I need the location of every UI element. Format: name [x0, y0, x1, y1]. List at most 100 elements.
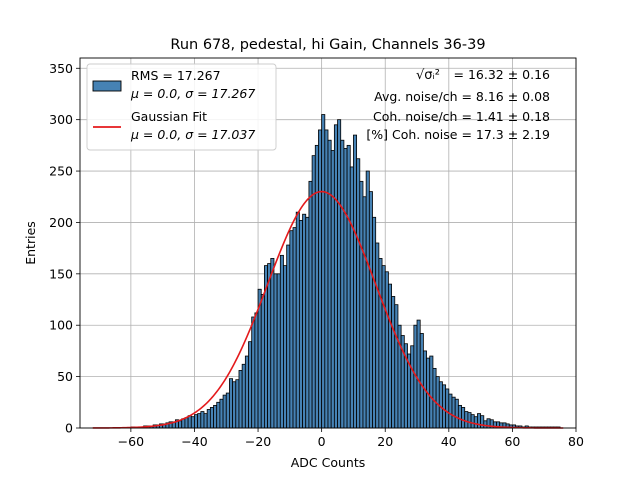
histogram-bar — [260, 293, 265, 429]
chart-title: Run 678, pedestal, hi Gain, Channels 36-… — [170, 37, 485, 53]
y-tick-label: 150 — [49, 266, 73, 281]
histogram-bar — [251, 316, 256, 429]
histogram-bar — [209, 407, 214, 429]
x-tick-label: −40 — [181, 434, 207, 449]
histogram-bar — [333, 124, 338, 429]
histogram-bar — [442, 384, 447, 429]
annotation-sigma-rhs: = 16.32 ± 0.16 — [454, 67, 551, 82]
histogram-bar — [314, 144, 319, 429]
y-tick-label: 350 — [49, 61, 73, 76]
histogram-bar — [283, 265, 288, 429]
histogram-bar — [216, 401, 221, 429]
histogram-bar — [394, 304, 399, 429]
histogram-bar — [324, 129, 329, 429]
y-tick-label: 0 — [65, 421, 73, 436]
histogram-bar — [461, 407, 466, 429]
legend-histogram-label: RMS = 17.267 — [131, 68, 221, 83]
histogram-bar — [346, 144, 351, 429]
histogram-bar — [429, 355, 434, 429]
legend-box — [86, 63, 277, 151]
histogram-bar — [194, 414, 199, 429]
histogram-bar — [244, 355, 249, 429]
histogram-bar — [451, 396, 456, 429]
histogram-bar — [337, 119, 342, 429]
histogram-bar — [375, 242, 380, 429]
y-axis-label: Entries — [23, 221, 38, 265]
histogram-bar — [276, 273, 281, 429]
histogram-bar — [467, 412, 472, 429]
histogram-bar — [372, 216, 377, 429]
histogram-bar — [289, 230, 294, 429]
histogram-bar — [365, 170, 370, 429]
annotation-coh-percent: [%] Coh. noise = 17.3 ± 2.19 — [366, 127, 550, 142]
histogram-bar — [473, 416, 478, 429]
histogram-bar — [410, 345, 415, 429]
histogram-bar — [362, 196, 367, 429]
histogram-bar — [273, 273, 278, 429]
histogram-bar — [391, 296, 396, 429]
x-tick-label: −20 — [245, 434, 271, 449]
x-tick-label: 80 — [568, 434, 584, 449]
histogram-bar — [378, 258, 383, 429]
annotation-coh-noise: Coh. noise/ch = 1.41 ± 0.18 — [373, 109, 550, 124]
histogram-bar — [308, 180, 313, 429]
histogram-bar — [311, 155, 316, 429]
x-axis-ticks: −60 −40 −20 0 20 40 60 80 — [118, 428, 584, 449]
legend-fit-stats: μ = 0.0, σ = 17.037 — [130, 127, 255, 142]
histogram-bar — [222, 394, 227, 429]
y-tick-label: 200 — [49, 215, 73, 230]
histogram-bar — [292, 227, 297, 429]
histogram-bar — [340, 139, 345, 429]
histogram-bar — [225, 392, 230, 429]
histogram-bar — [232, 381, 237, 429]
histogram-bar — [416, 319, 421, 429]
histogram-bar — [454, 398, 459, 429]
histogram-bar — [206, 409, 211, 429]
y-axis-ticks: 0 50 100 150 200 250 300 350 — [49, 61, 80, 436]
histogram-bar — [305, 216, 310, 429]
histogram-bar — [203, 413, 208, 429]
histogram-bar — [187, 415, 192, 429]
histogram-bar — [384, 271, 389, 429]
histogram-bar — [254, 312, 259, 429]
histogram-bar — [241, 363, 246, 429]
histogram-bar — [353, 134, 358, 429]
histogram-bar — [298, 219, 303, 429]
histogram-bar — [432, 367, 437, 429]
histogram-bar — [229, 378, 234, 429]
histogram-bar — [470, 414, 475, 429]
x-tick-label: 60 — [504, 434, 520, 449]
histogram-bar — [321, 114, 326, 429]
histogram-bar — [238, 370, 243, 429]
legend-fit-label: Gaussian Fit — [131, 109, 207, 124]
x-axis-label: ADC Counts — [291, 455, 366, 470]
annotation-sigma-lhs: √σᵢ² — [416, 68, 440, 83]
plot-frame — [79, 57, 577, 429]
x-tick-label: 20 — [377, 434, 393, 449]
legend: RMS = 17.267 μ = 0.0, σ = 17.267 Gaussia… — [86, 63, 277, 151]
histogram-bar — [178, 420, 183, 429]
histogram-bar — [327, 139, 332, 429]
histogram-bar — [279, 254, 284, 429]
x-tick-label: 40 — [441, 434, 457, 449]
histogram-bar — [349, 166, 354, 429]
x-tick-label: 0 — [318, 434, 326, 449]
histogram-bar — [368, 191, 373, 429]
histogram-bar — [235, 379, 240, 429]
x-tick-label: −60 — [118, 434, 144, 449]
legend-histogram-swatch — [92, 80, 122, 92]
noise-annotations: √σᵢ² = 16.32 ± 0.16 Avg. noise/ch = 8.16… — [366, 67, 550, 142]
histogram-bar — [318, 129, 323, 429]
histogram-bar — [464, 411, 469, 429]
histogram-bar — [388, 283, 392, 429]
histogram-bar — [480, 415, 485, 429]
histogram-bar — [381, 265, 386, 429]
histogram-bar — [419, 333, 424, 429]
y-tick-label: 100 — [49, 318, 73, 333]
y-tick-label: 250 — [49, 164, 73, 179]
histogram-bar — [343, 148, 348, 429]
histogram-bar — [483, 420, 488, 429]
histogram-bar — [302, 213, 307, 429]
histogram-bar — [477, 413, 482, 429]
